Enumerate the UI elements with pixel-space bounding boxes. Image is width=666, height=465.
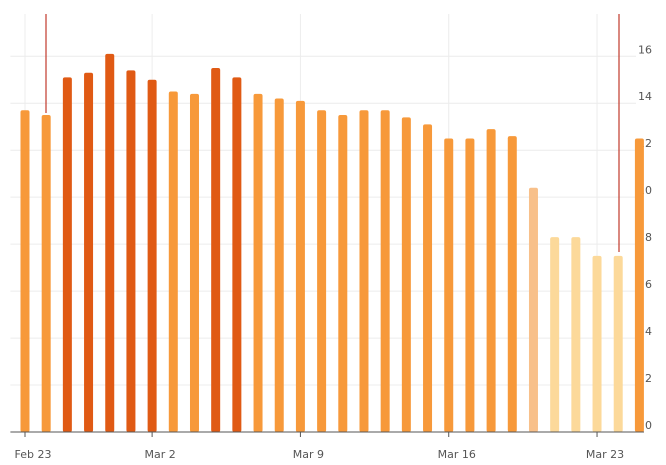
x-tick-label: Mar 2 bbox=[144, 448, 175, 461]
bar bbox=[105, 53, 115, 432]
bar bbox=[189, 93, 199, 432]
y-tick-label: 8 bbox=[645, 231, 652, 244]
bar bbox=[232, 77, 242, 433]
bar bbox=[253, 93, 263, 432]
x-tick-label: Mar 9 bbox=[293, 448, 324, 461]
bar bbox=[359, 110, 369, 433]
y-tick-label: 16 bbox=[638, 43, 652, 56]
bar bbox=[317, 110, 327, 433]
bar bbox=[211, 68, 221, 433]
bar bbox=[528, 187, 538, 432]
bar bbox=[613, 255, 623, 432]
bar bbox=[168, 91, 178, 432]
bar bbox=[62, 77, 72, 433]
bar bbox=[295, 100, 305, 433]
y-tick-label: 14 bbox=[638, 90, 652, 103]
bar bbox=[380, 110, 390, 433]
y-tick-label: 6 bbox=[645, 278, 652, 291]
bar bbox=[571, 237, 581, 432]
bar bbox=[550, 237, 560, 432]
bar bbox=[592, 255, 602, 432]
bar bbox=[126, 70, 136, 432]
bar bbox=[20, 110, 30, 433]
bar bbox=[41, 114, 51, 432]
y-tick-label: 4 bbox=[645, 325, 652, 338]
bar bbox=[338, 114, 348, 432]
y-tick-label: 2 bbox=[645, 372, 652, 385]
bar bbox=[634, 138, 644, 432]
x-tick-label: Mar 23 bbox=[586, 448, 624, 461]
bar bbox=[507, 136, 517, 432]
bar bbox=[401, 117, 411, 433]
bar bbox=[147, 79, 157, 432]
bar bbox=[486, 129, 496, 432]
x-tick-label: Mar 16 bbox=[438, 448, 476, 461]
bar bbox=[84, 72, 94, 433]
x-tick-label: Feb 23 bbox=[15, 448, 52, 461]
y-tick-label: 0 bbox=[645, 419, 652, 432]
bar bbox=[423, 124, 433, 432]
bar bbox=[274, 98, 284, 432]
bar bbox=[444, 138, 454, 432]
bar bbox=[465, 138, 475, 432]
